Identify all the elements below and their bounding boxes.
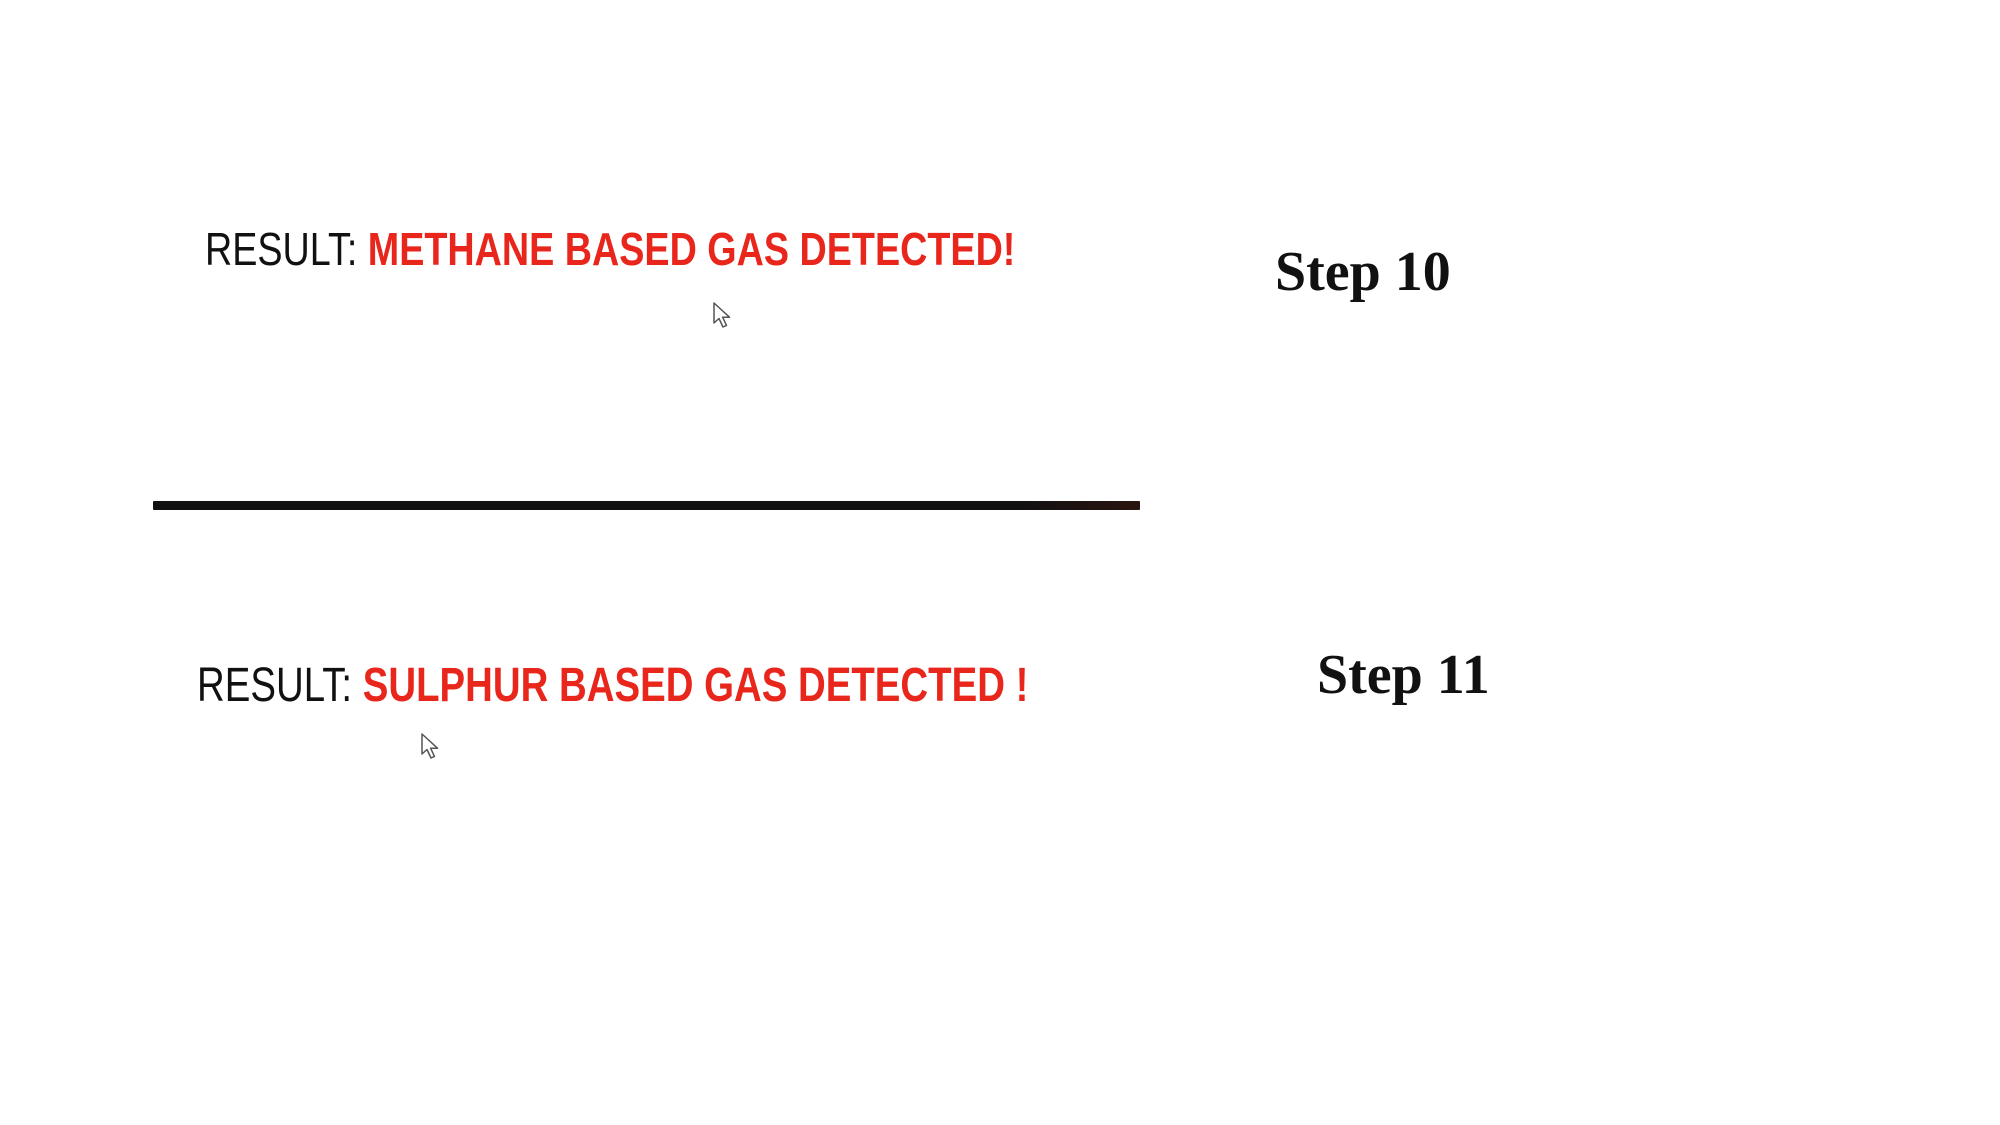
divider xyxy=(153,501,1140,510)
step-label-11: Step 11 xyxy=(1317,644,1490,706)
mouse-pointer-icon xyxy=(421,733,439,759)
result-value-2: SULPHUR BASED GAS DETECTED ! xyxy=(362,659,1029,712)
result-label-1: RESULT: xyxy=(205,223,358,275)
result-line-1: RESULT: METHANE BASED GAS DETECTED! xyxy=(205,226,1015,272)
result-label-2: RESULT: xyxy=(197,659,353,712)
result-value-1: METHANE BASED GAS DETECTED! xyxy=(367,223,1016,275)
step-label-10: Step 10 xyxy=(1275,241,1451,303)
result-line-2: RESULT: SULPHUR BASED GAS DETECTED ! xyxy=(197,662,1028,710)
mouse-pointer-icon xyxy=(713,302,731,328)
